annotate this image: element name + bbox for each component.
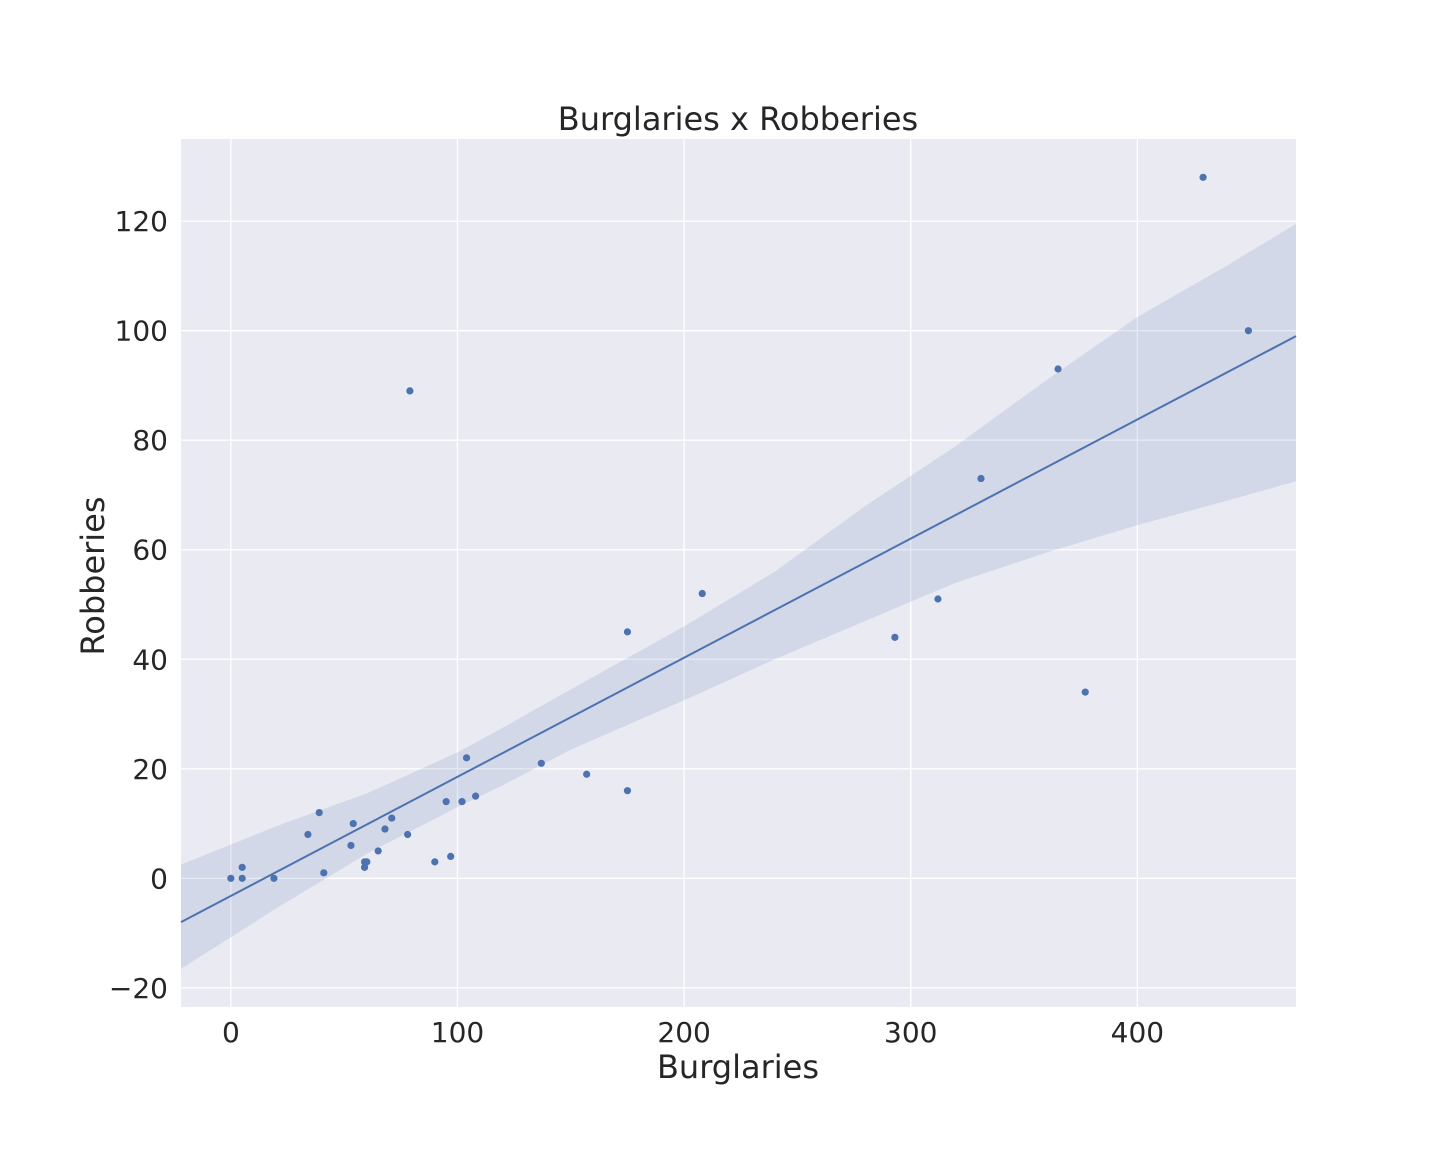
scatter-point-17 xyxy=(431,858,439,866)
y-tick-label-1: 0 xyxy=(150,862,168,895)
y-tick-label-7: 120 xyxy=(115,205,168,238)
scatter-points xyxy=(227,173,1253,882)
x-tick-label-4: 400 xyxy=(1111,1016,1164,1049)
scatter-point-29 xyxy=(934,595,942,603)
scatter-point-11 xyxy=(363,858,371,866)
scatter-point-32 xyxy=(1081,688,1089,696)
x-tick-label-0: 0 xyxy=(222,1016,240,1049)
scatter-point-15 xyxy=(404,830,412,839)
scatter-point-10 xyxy=(360,863,369,871)
scatter-point-16 xyxy=(406,387,414,395)
scatter-point-6 xyxy=(320,869,328,877)
scatter-point-28 xyxy=(891,633,899,641)
y-tick-labels: −20 0 20 40 60 80 100 120 xyxy=(109,205,168,1005)
x-tick-label-1: 100 xyxy=(431,1016,484,1049)
scatter-point-1 xyxy=(238,863,246,871)
y-axis-label: Robberies xyxy=(74,496,112,655)
scatter-point-23 xyxy=(537,759,545,767)
x-tick-label-3: 300 xyxy=(884,1016,937,1049)
scatter-point-2 xyxy=(238,874,246,882)
scatter-point-26 xyxy=(623,628,632,636)
y-tick-label-6: 100 xyxy=(115,315,168,348)
scatter-point-25 xyxy=(623,787,632,795)
scatter-point-19 xyxy=(447,852,455,861)
y-tick-label-4: 60 xyxy=(132,534,168,567)
plot-background xyxy=(181,139,1296,1007)
grid xyxy=(181,139,1296,1007)
x-axis-label: Burglaries xyxy=(657,1048,819,1086)
scatter-point-8 xyxy=(349,819,357,828)
scatter-point-30 xyxy=(977,474,985,483)
scatter-point-33 xyxy=(1199,173,1207,181)
scatter-point-31 xyxy=(1054,365,1062,373)
y-tick-label-5: 80 xyxy=(132,424,168,457)
scatter-point-20 xyxy=(458,798,466,806)
y-tick-label-2: 20 xyxy=(132,753,168,786)
scatter-point-34 xyxy=(1244,327,1253,335)
y-tick-label-0: −20 xyxy=(109,972,168,1005)
x-tick-labels: 0 100 200 300 400 xyxy=(222,1016,1164,1049)
scatter-point-5 xyxy=(315,808,323,817)
scatter-point-12 xyxy=(374,847,382,855)
scatter-point-22 xyxy=(472,792,480,800)
confidence-band xyxy=(181,223,1296,969)
y-tick-label-3: 40 xyxy=(132,643,168,676)
scatter-point-14 xyxy=(388,814,396,822)
scatter-point-3 xyxy=(270,874,278,882)
scatter-point-13 xyxy=(381,825,389,833)
scatter-point-18 xyxy=(442,798,450,806)
scatter-point-7 xyxy=(347,841,355,850)
scatter-point-4 xyxy=(304,830,312,839)
regression-line xyxy=(180,335,1297,924)
scatter-point-27 xyxy=(698,589,706,598)
scatter-point-24 xyxy=(583,770,591,778)
x-tick-label-2: 200 xyxy=(657,1016,710,1049)
chart-title: Burglaries x Robberies xyxy=(558,100,918,138)
scatter-point-21 xyxy=(462,754,471,762)
scatter-point-0 xyxy=(227,874,235,882)
